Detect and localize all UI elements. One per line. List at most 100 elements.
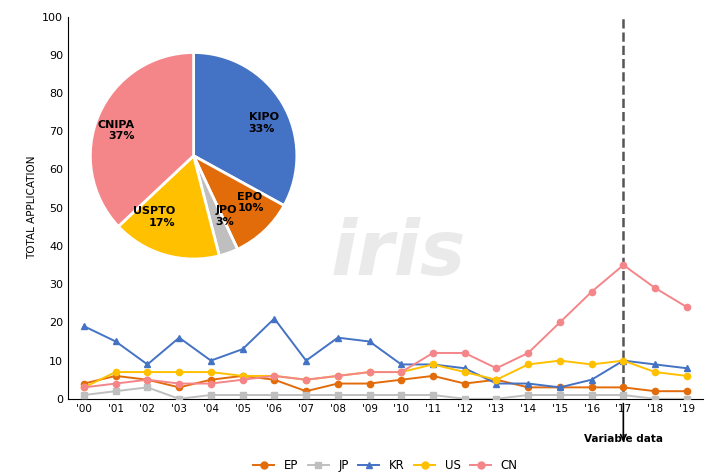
CN: [651, 285, 660, 291]
JP: [206, 392, 215, 398]
US: [492, 377, 500, 382]
KR: [619, 358, 627, 363]
EP: [175, 385, 184, 390]
EP: [397, 377, 406, 382]
CN: [683, 304, 691, 310]
EP: [683, 388, 691, 394]
CN: [175, 381, 184, 387]
US: [302, 377, 310, 382]
EP: [80, 381, 88, 387]
US: [175, 369, 184, 375]
CN: [111, 381, 120, 387]
CN: [556, 320, 564, 325]
JP: [492, 396, 500, 402]
KR: [429, 362, 437, 367]
US: [397, 369, 406, 375]
Y-axis label: TOTAL APPLICATION: TOTAL APPLICATION: [27, 156, 37, 260]
Line: CN: CN: [81, 262, 690, 390]
KR: [143, 362, 152, 367]
US: [556, 358, 564, 363]
US: [206, 369, 215, 375]
KR: [270, 316, 279, 321]
CN: [333, 373, 342, 379]
JP: [80, 392, 88, 398]
Text: KIPO
33%: KIPO 33%: [249, 112, 279, 134]
JP: [683, 396, 691, 402]
KR: [302, 358, 310, 363]
CN: [429, 350, 437, 356]
KR: [492, 381, 500, 387]
KR: [524, 381, 533, 387]
CN: [270, 373, 279, 379]
EP: [587, 385, 596, 390]
CN: [492, 365, 500, 371]
EP: [429, 373, 437, 379]
KR: [365, 339, 374, 345]
Wedge shape: [194, 156, 284, 249]
KR: [111, 339, 120, 345]
CN: [80, 385, 88, 390]
KR: [206, 358, 215, 363]
Wedge shape: [194, 52, 297, 205]
EP: [492, 377, 500, 382]
Line: JP: JP: [81, 384, 690, 402]
EP: [524, 385, 533, 390]
US: [524, 362, 533, 367]
JP: [587, 392, 596, 398]
US: [80, 385, 88, 390]
US: [651, 369, 660, 375]
JP: [365, 392, 374, 398]
EP: [238, 373, 247, 379]
KR: [460, 365, 469, 371]
CN: [460, 350, 469, 356]
US: [619, 358, 627, 363]
US: [270, 373, 279, 379]
JP: [333, 392, 342, 398]
JP: [524, 392, 533, 398]
Legend: EP, JP, KR, US, CN: EP, JP, KR, US, CN: [248, 455, 523, 472]
CN: [206, 381, 215, 387]
EP: [556, 385, 564, 390]
EP: [365, 381, 374, 387]
EP: [460, 381, 469, 387]
CN: [238, 377, 247, 382]
Wedge shape: [194, 156, 237, 256]
EP: [651, 388, 660, 394]
EP: [619, 385, 627, 390]
US: [111, 369, 120, 375]
US: [429, 362, 437, 367]
Line: EP: EP: [81, 373, 690, 394]
Text: CNIPA
37%: CNIPA 37%: [98, 119, 135, 141]
US: [460, 369, 469, 375]
JP: [651, 396, 660, 402]
JP: [619, 392, 627, 398]
US: [143, 369, 152, 375]
JP: [460, 396, 469, 402]
KR: [556, 385, 564, 390]
KR: [651, 362, 660, 367]
KR: [683, 365, 691, 371]
US: [238, 373, 247, 379]
EP: [333, 381, 342, 387]
CN: [619, 262, 627, 268]
JP: [556, 392, 564, 398]
Text: JPO
3%: JPO 3%: [215, 205, 237, 227]
EP: [302, 388, 310, 394]
Wedge shape: [90, 52, 194, 227]
KR: [175, 335, 184, 340]
CN: [397, 369, 406, 375]
KR: [397, 362, 406, 367]
CN: [365, 369, 374, 375]
Text: Variable data: Variable data: [584, 434, 663, 444]
KR: [80, 323, 88, 329]
JP: [238, 392, 247, 398]
EP: [270, 377, 279, 382]
Line: US: US: [81, 357, 690, 390]
Text: iris: iris: [331, 217, 466, 291]
EP: [111, 373, 120, 379]
JP: [111, 388, 120, 394]
CN: [524, 350, 533, 356]
JP: [270, 392, 279, 398]
JP: [302, 392, 310, 398]
JP: [397, 392, 406, 398]
